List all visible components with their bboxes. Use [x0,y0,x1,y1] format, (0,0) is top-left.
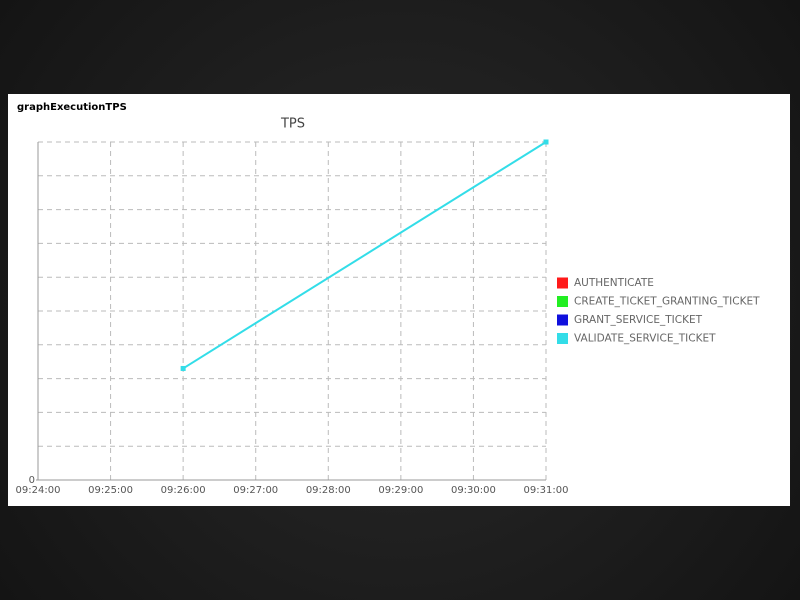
x-tick-label: 09:26:00 [161,485,206,496]
panel-title: graphExecutionTPS [17,102,127,113]
x-tick-label: 09:28:00 [306,485,351,496]
legend-label: GRANT_SERVICE_TICKET [574,314,703,326]
y-tick-label: 0 [29,475,35,486]
legend-label: AUTHENTICATE [574,277,654,289]
point [543,139,549,145]
chart-title: TPS [280,117,305,132]
legend-swatch [557,277,568,289]
x-tick-label: 09:25:00 [88,485,133,496]
x-tick-label: 09:27:00 [233,485,278,496]
legend-label: CREATE_TICKET_GRANTING_TICKET [574,296,760,308]
legend-label: VALIDATE_SERVICE_TICKET [574,333,716,345]
legend-swatch [557,296,568,307]
x-tick-label: 09:31:00 [524,485,569,496]
legend-swatch [557,333,568,344]
point [180,365,186,371]
x-tick-label: 09:29:00 [378,485,423,496]
x-tick-label: 09:24:00 [16,485,61,496]
panel [8,94,790,506]
series-line [182,141,547,370]
legend-swatch [557,314,568,326]
x-tick-label: 09:30:00 [451,485,496,496]
